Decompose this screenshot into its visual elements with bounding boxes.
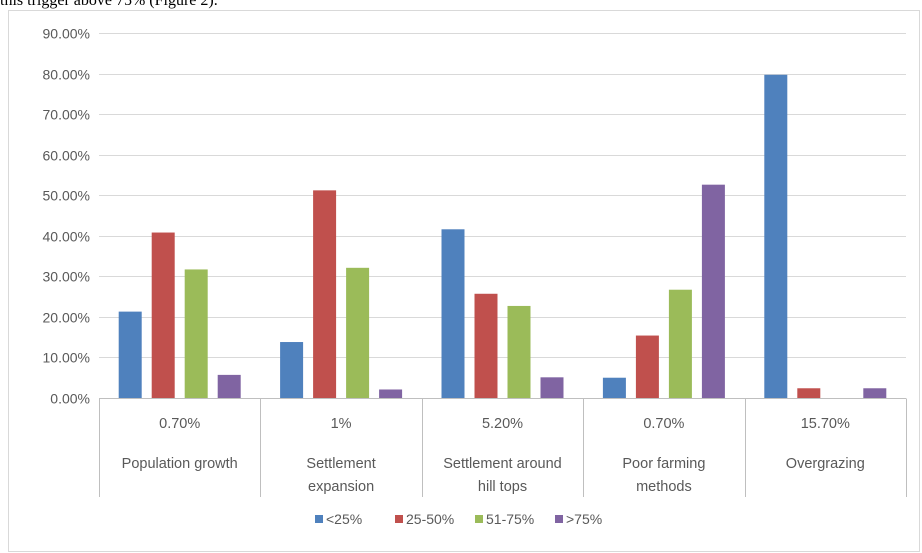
category-axis-table: 0.70% Population growth 1% Settlement expans… [99, 398, 907, 497]
category-label: methods [636, 479, 692, 495]
bar [151, 232, 175, 398]
bar [379, 389, 403, 398]
bars [118, 74, 887, 399]
y-tick-label: 80.00% [43, 67, 90, 83]
bar [602, 377, 626, 398]
y-tick-label: 10.00% [43, 350, 90, 366]
bar [507, 305, 531, 398]
category-label: Settlement [306, 456, 375, 472]
bar [217, 374, 241, 398]
y-tick-label: 50.00% [43, 188, 90, 204]
bar [635, 335, 659, 398]
y-tick-label: 90.00% [43, 26, 90, 42]
legend: <25% 25-50% 51-75% >75% [315, 511, 602, 527]
category-label: Settlement around [443, 456, 562, 472]
category-label: expansion [308, 479, 374, 495]
category-label: Population growth [122, 456, 238, 472]
bar [540, 377, 564, 398]
bar [118, 311, 142, 398]
legend-label: >75% [566, 511, 602, 527]
bar [313, 190, 337, 398]
bar [668, 289, 692, 398]
bar [797, 388, 821, 398]
legend-label: <25% [326, 511, 362, 527]
category-value-label: 5.20% [482, 416, 523, 432]
y-tick-label: 60.00% [43, 148, 90, 164]
legend-swatch [475, 515, 483, 523]
bar [701, 184, 725, 398]
category-label: hill tops [478, 479, 527, 495]
category-value-label: 0.70% [159, 416, 200, 432]
bar [280, 342, 304, 398]
category-label: Poor farming [622, 456, 705, 472]
category-value-label: 1% [331, 416, 352, 432]
figure-caption-fragment: this trigger above 75% (Figure 2). [0, 0, 218, 9]
y-axis-ticks: 0.00% 10.00% 20.00% 30.00% 40.00% 50.00% 60.00… [43, 26, 90, 407]
legend-swatch [315, 515, 323, 523]
legend-swatch [555, 515, 563, 523]
category-value-label: 0.70% [643, 416, 684, 432]
legend-label: 25-50% [406, 511, 454, 527]
category-value-label: 15.70% [801, 416, 850, 432]
y-tick-label: 70.00% [43, 107, 90, 123]
y-tick-label: 40.00% [43, 229, 90, 245]
bar [346, 267, 370, 398]
y-tick-label: 30.00% [43, 269, 90, 285]
bar [441, 229, 465, 398]
bar [764, 74, 788, 399]
y-tick-label: 20.00% [43, 310, 90, 326]
bar [863, 388, 887, 398]
bar [184, 269, 208, 398]
legend-label: 51-75% [486, 511, 534, 527]
category-label: Overgrazing [786, 456, 865, 472]
y-tick-label: 0.00% [50, 391, 90, 407]
legend-swatch [395, 515, 403, 523]
bar [474, 293, 498, 398]
